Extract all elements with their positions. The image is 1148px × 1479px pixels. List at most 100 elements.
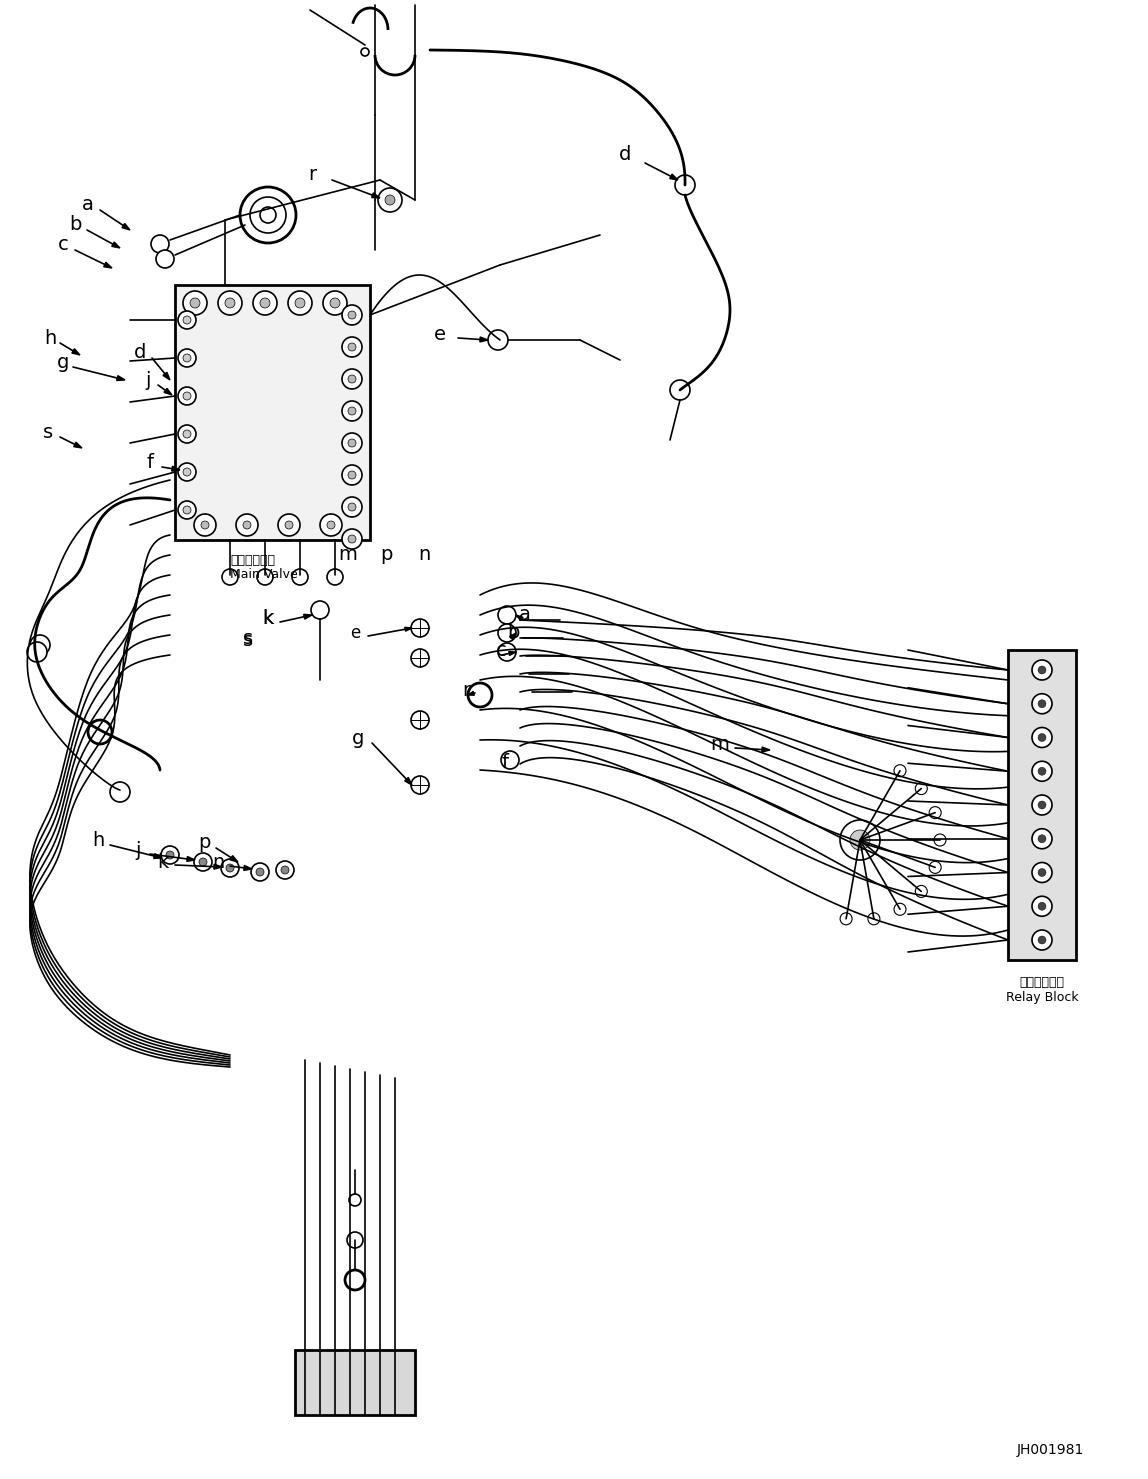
Polygon shape [163, 373, 170, 380]
Circle shape [342, 433, 362, 453]
Circle shape [1032, 694, 1052, 714]
Circle shape [28, 642, 47, 663]
Circle shape [236, 515, 258, 535]
Circle shape [348, 503, 356, 512]
Circle shape [276, 861, 294, 879]
Text: h: h [92, 831, 104, 849]
Text: メインバルブ: メインバルブ [230, 553, 276, 566]
Polygon shape [304, 614, 312, 620]
Text: p: p [197, 834, 210, 852]
Text: g: g [351, 729, 364, 747]
Text: Relay Block: Relay Block [1006, 991, 1078, 1004]
Circle shape [348, 376, 356, 383]
Circle shape [278, 515, 300, 535]
Polygon shape [187, 856, 195, 861]
Circle shape [323, 291, 347, 315]
Circle shape [194, 853, 212, 871]
Bar [174, 285, 370, 540]
Circle shape [411, 776, 429, 794]
Bar [1008, 649, 1076, 960]
Polygon shape [73, 442, 82, 448]
Text: h: h [44, 328, 56, 348]
Polygon shape [230, 855, 238, 862]
Polygon shape [117, 376, 125, 380]
Text: n: n [212, 852, 224, 871]
Circle shape [259, 207, 276, 223]
Circle shape [1032, 660, 1052, 680]
Circle shape [285, 521, 293, 529]
Polygon shape [762, 747, 770, 751]
Circle shape [152, 235, 169, 253]
Circle shape [295, 297, 305, 308]
Circle shape [288, 291, 312, 315]
Circle shape [199, 858, 207, 867]
Text: f: f [147, 453, 154, 472]
Circle shape [1038, 768, 1046, 775]
Text: JH001981: JH001981 [1016, 1444, 1084, 1457]
Circle shape [222, 859, 239, 877]
Circle shape [110, 782, 130, 802]
Circle shape [178, 311, 196, 328]
Circle shape [915, 782, 928, 794]
Circle shape [342, 464, 362, 485]
Circle shape [929, 806, 941, 819]
Circle shape [222, 569, 238, 586]
Circle shape [218, 291, 242, 315]
Circle shape [243, 521, 251, 529]
Circle shape [1038, 868, 1046, 877]
Circle shape [342, 337, 362, 356]
Circle shape [1038, 802, 1046, 809]
Circle shape [468, 683, 492, 707]
Circle shape [253, 291, 277, 315]
Text: e: e [350, 624, 360, 642]
Text: e: e [434, 325, 447, 345]
Circle shape [934, 834, 946, 846]
Circle shape [183, 353, 191, 362]
Circle shape [1038, 734, 1046, 741]
Circle shape [411, 649, 429, 667]
Circle shape [256, 868, 264, 876]
Circle shape [915, 886, 928, 898]
Circle shape [281, 867, 289, 874]
Polygon shape [515, 615, 523, 621]
Circle shape [225, 297, 235, 308]
Polygon shape [214, 864, 222, 870]
Circle shape [251, 864, 269, 881]
Circle shape [840, 913, 852, 924]
Circle shape [178, 463, 196, 481]
Text: k: k [263, 608, 273, 627]
Circle shape [292, 569, 308, 586]
Circle shape [1032, 728, 1052, 747]
Polygon shape [509, 652, 515, 655]
Text: a: a [519, 605, 530, 624]
Circle shape [311, 600, 329, 620]
Circle shape [194, 515, 216, 535]
Circle shape [411, 620, 429, 637]
Circle shape [166, 850, 174, 859]
Text: d: d [619, 145, 631, 164]
Circle shape [498, 643, 515, 661]
Circle shape [1038, 936, 1046, 944]
Text: j: j [135, 840, 141, 859]
Text: g: g [56, 352, 69, 371]
Circle shape [183, 467, 191, 476]
Circle shape [342, 368, 362, 389]
Circle shape [191, 297, 200, 308]
Polygon shape [111, 243, 121, 248]
Text: p: p [380, 546, 393, 565]
Text: c: c [496, 642, 506, 661]
Circle shape [161, 846, 179, 864]
Bar [295, 1350, 414, 1415]
Polygon shape [510, 633, 515, 639]
Circle shape [327, 521, 335, 529]
Circle shape [178, 387, 196, 405]
Text: n: n [418, 546, 430, 565]
Circle shape [348, 535, 356, 543]
Circle shape [929, 861, 941, 874]
Text: k: k [157, 852, 169, 871]
Circle shape [498, 624, 515, 642]
Circle shape [342, 305, 362, 325]
Circle shape [498, 606, 515, 624]
Circle shape [894, 904, 906, 916]
Text: s: s [243, 629, 253, 648]
